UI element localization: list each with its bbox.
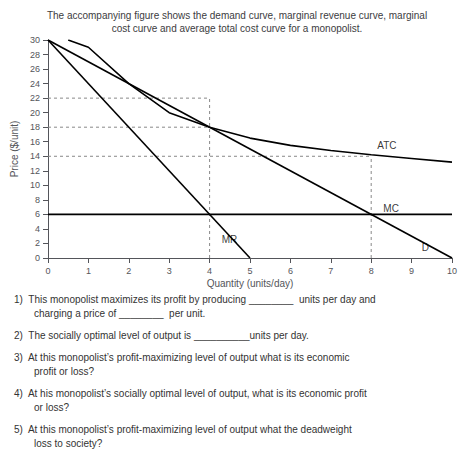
svg-text:loss to society?: loss to society? [34, 438, 103, 449]
svg-text:2) The socially optimal level: 2) The socially optimal level of output … [14, 330, 309, 341]
svg-text:6: 6 [35, 209, 40, 219]
svg-text:26: 26 [30, 64, 40, 74]
svg-text:5: 5 [247, 266, 252, 276]
svg-text:9: 9 [409, 266, 414, 276]
svg-text:20: 20 [30, 108, 40, 118]
svg-text:MR: MR [222, 234, 238, 245]
svg-text:D: D [422, 242, 429, 253]
svg-text:0: 0 [35, 253, 40, 263]
svg-text:3: 3 [167, 266, 172, 276]
svg-text:Price ($/unit): Price ($/unit) [9, 121, 20, 178]
svg-text:3) At this monopolist’s profi: 3) At this monopolist’s profit-maximizin… [14, 352, 350, 363]
svg-text:4: 4 [35, 224, 40, 234]
svg-text:30: 30 [30, 35, 40, 45]
svg-text:1) This monopolist maximizes: 1) This monopolist maximizes its profit … [14, 294, 376, 305]
svg-text:6: 6 [288, 266, 293, 276]
svg-text:2: 2 [126, 266, 131, 276]
svg-text:16: 16 [30, 137, 40, 147]
svg-text:2: 2 [35, 238, 40, 248]
svg-text:7: 7 [328, 266, 333, 276]
svg-text:24: 24 [30, 79, 40, 89]
svg-text:14: 14 [30, 151, 40, 161]
svg-text:10: 10 [447, 266, 457, 276]
svg-text:5) At this monopolist’s profi: 5) At this monopolist’s profit-maximizin… [14, 424, 352, 435]
svg-text:ATC: ATC [377, 140, 396, 151]
svg-text:0: 0 [45, 266, 50, 276]
svg-text:or loss?: or loss? [34, 402, 69, 413]
svg-text:The accompanying figure shows: The accompanying figure shows the demand… [47, 10, 427, 21]
svg-text:profit or loss?: profit or loss? [34, 366, 94, 377]
svg-text:MC: MC [383, 203, 399, 214]
svg-text:8: 8 [369, 266, 374, 276]
svg-text:4: 4 [207, 266, 212, 276]
svg-text:28: 28 [30, 50, 40, 60]
svg-text:Quantity (units/day): Quantity (units/day) [207, 278, 294, 289]
svg-text:22: 22 [30, 93, 40, 103]
svg-text:cost curve and average total c: cost curve and average total cost curve … [112, 23, 363, 34]
svg-text:10: 10 [30, 180, 40, 190]
svg-text:4) At his monopolist’s social: 4) At his monopolist’s socially optimal … [14, 388, 367, 399]
svg-text:12: 12 [30, 166, 40, 176]
svg-text:8: 8 [35, 195, 40, 205]
svg-text:18: 18 [30, 122, 40, 132]
svg-text:1: 1 [86, 266, 91, 276]
svg-text:charging a price of ________: charging a price of ________ per unit. [34, 308, 205, 319]
